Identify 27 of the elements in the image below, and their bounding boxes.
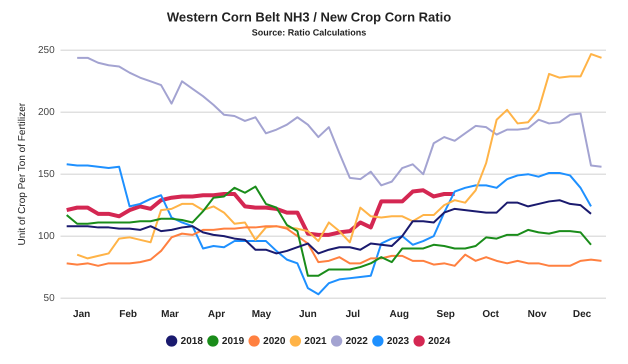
x-tick-label: Feb <box>119 308 137 320</box>
legend-label: 2020 <box>263 336 286 347</box>
y-tick-label: 250 <box>38 45 56 56</box>
x-tick-label: Nov <box>528 308 547 320</box>
legend-label: 2019 <box>222 336 245 347</box>
x-tick-label: Jul <box>346 308 360 320</box>
legend-label: 2024 <box>428 336 451 347</box>
legend-label: 2021 <box>304 336 328 347</box>
y-tick-label: 200 <box>38 107 56 118</box>
x-tick-label: Apr <box>208 308 226 320</box>
x-tick-label: Dec <box>572 308 592 320</box>
x-tick-label: Jun <box>298 308 317 320</box>
x-tick-label: May <box>252 308 272 320</box>
x-tick-label: Aug <box>390 308 409 320</box>
y-tick-label: 150 <box>38 168 56 180</box>
legend-label: 2022 <box>346 336 368 347</box>
chart-title: Western Corn Belt NH3 / New Crop Corn Ratio <box>166 9 452 24</box>
x-tick-label: Sep <box>436 308 455 320</box>
y-tick-label: 50 <box>44 292 56 304</box>
x-tick-label: Oct <box>482 308 500 320</box>
y-axis-title: Unit of Crop Per Ton of Fertilizer <box>16 102 28 246</box>
legend-label: 2018 <box>180 336 204 347</box>
y-tick-label: 100 <box>38 230 56 242</box>
x-tick-label: Jan <box>73 308 90 320</box>
legend-label: 2023 <box>386 336 410 347</box>
chart-subtitle: Source: Ratio Calculations <box>252 27 366 38</box>
x-tick-label: Mar <box>161 308 180 320</box>
